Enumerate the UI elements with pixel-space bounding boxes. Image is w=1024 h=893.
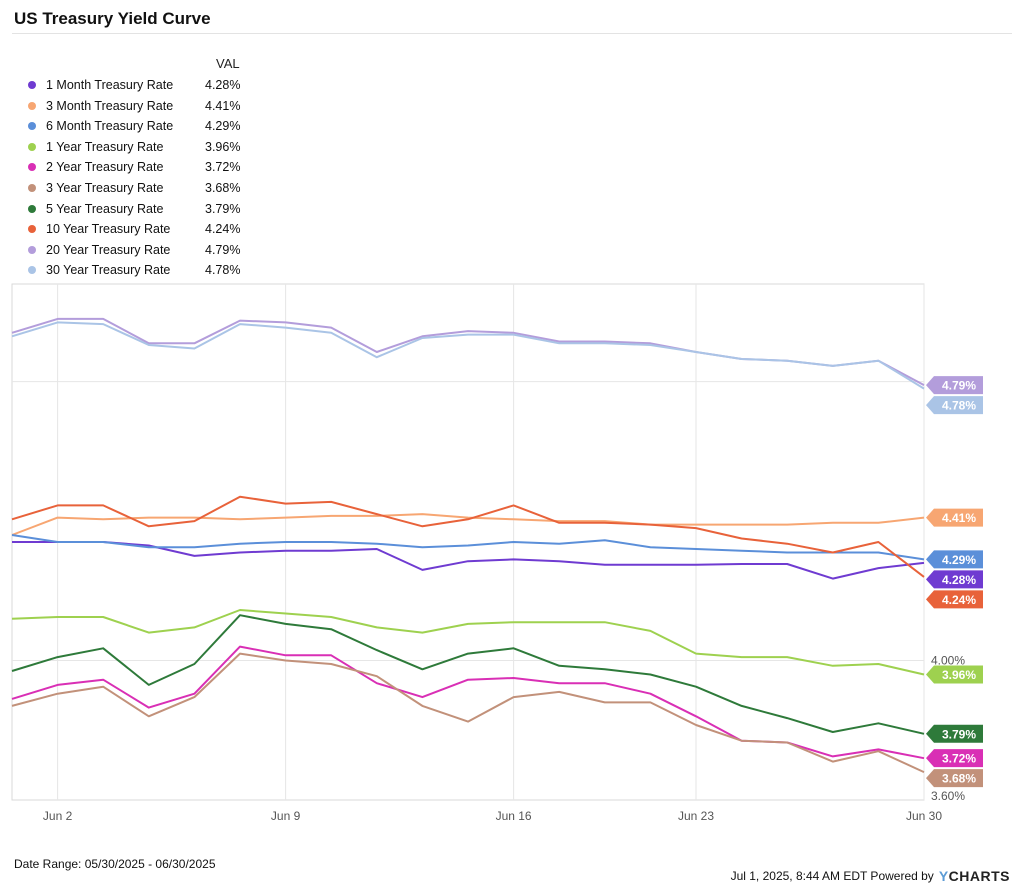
legend-item[interactable]: 10 Year Treasury Rate 4.24% xyxy=(28,219,240,239)
y-tick-label: 4.00% xyxy=(931,654,965,668)
x-tick-label: Jun 30 xyxy=(906,809,942,823)
x-tick-label: Jun 16 xyxy=(496,809,532,823)
legend-dot-icon xyxy=(28,266,36,275)
legend-item[interactable]: 1 Month Treasury Rate 4.28% xyxy=(28,75,240,95)
series-line[interactable] xyxy=(11,609,925,676)
value-badge xyxy=(926,508,983,527)
legend-series-value: 4.24% xyxy=(205,222,241,237)
legend-dot-icon xyxy=(28,81,36,89)
legend-dot-icon xyxy=(28,204,36,213)
series-line[interactable] xyxy=(11,534,925,561)
series-line[interactable] xyxy=(11,513,925,536)
legend-series-name: 2 Year Treasury Rate xyxy=(46,160,164,175)
legend-dot-icon xyxy=(28,245,36,254)
value-badge-label: 4.28% xyxy=(942,573,976,587)
value-badge xyxy=(926,570,983,589)
legend-item[interactable]: 5 Year Treasury Rate 3.79% xyxy=(28,199,240,219)
x-tick-label: Jun 23 xyxy=(678,809,714,823)
legend-series-name: 10 Year Treasury Rate xyxy=(46,222,171,237)
legend-item[interactable]: 3 Month Treasury Rate 4.41% xyxy=(28,96,240,116)
legend-item[interactable]: 6 Month Treasury Rate 4.29% xyxy=(28,116,240,136)
date-range: Date Range: 05/30/2025 - 06/30/2025 xyxy=(14,857,216,871)
legend-series-value: 3.96% xyxy=(205,139,241,154)
value-badge xyxy=(926,396,983,415)
legend-item[interactable]: 20 Year Treasury Rate 4.79% xyxy=(28,240,240,260)
value-badge-label: 4.24% xyxy=(942,593,976,607)
y-tick-label: 3.60% xyxy=(931,789,965,803)
x-tick-label: Jun 2 xyxy=(43,809,73,823)
legend-dot-icon xyxy=(28,101,36,110)
legend-item[interactable]: 2 Year Treasury Rate 3.72% xyxy=(28,157,240,177)
series-line[interactable] xyxy=(11,614,925,735)
legend-series-value: 4.28% xyxy=(205,78,241,92)
legend-dot-icon xyxy=(28,184,36,192)
value-badge-label: 4.78% xyxy=(942,399,976,413)
value-badge xyxy=(926,749,983,768)
series-line[interactable] xyxy=(12,541,925,580)
legend-series-name: 3 Month Treasury Rate xyxy=(46,98,174,113)
value-badge xyxy=(926,769,983,788)
legend-series-name: 6 Month Treasury Rate xyxy=(46,119,174,134)
legend-header: VAL xyxy=(216,56,240,71)
logo-rest: CHARTS xyxy=(948,868,1010,884)
series-line[interactable] xyxy=(11,321,925,390)
chart-title: US Treasury Yield Curve xyxy=(14,9,211,28)
legend-series-value: 3.79% xyxy=(205,201,241,216)
legend-series-value: 3.68% xyxy=(205,181,241,195)
series-line[interactable] xyxy=(11,495,925,578)
series-line[interactable] xyxy=(11,317,925,386)
legend-dot-icon xyxy=(28,122,36,131)
legend-item[interactable]: 3 Year Treasury Rate 3.68% xyxy=(28,178,240,198)
legend-series-value: 4.79% xyxy=(205,242,241,257)
legend-series-name: 3 Year Treasury Rate xyxy=(46,181,164,195)
value-badge xyxy=(926,665,983,684)
timestamp: Jul 1, 2025, 8:44 AM EDT Powered by xyxy=(730,869,934,883)
value-badge xyxy=(926,724,983,743)
legend-series-value: 4.41% xyxy=(205,98,241,113)
footer-credit: Jul 1, 2025, 8:44 AM EDT Powered by YCHA… xyxy=(731,868,1010,884)
value-badge xyxy=(926,590,983,609)
legend-series-value: 3.72% xyxy=(205,160,241,175)
value-badge-label: 4.41% xyxy=(942,511,976,525)
legend-series-name: 20 Year Treasury Rate xyxy=(46,242,171,257)
value-badge-label: 3.72% xyxy=(942,752,976,766)
legend-series-name: 30 Year Treasury Rate xyxy=(46,263,171,278)
title-divider xyxy=(12,33,1012,34)
series-line[interactable] xyxy=(11,652,925,774)
ycharts-logo[interactable]: YCHARTS xyxy=(939,868,1010,884)
legend-dot-icon xyxy=(28,163,36,172)
value-badge xyxy=(926,550,983,569)
legend-series-name: 5 Year Treasury Rate xyxy=(46,201,164,216)
legend-series-name: 1 Year Treasury Rate xyxy=(46,139,164,154)
value-badge-label: 3.96% xyxy=(942,668,976,682)
value-badge-label: 3.79% xyxy=(942,727,976,741)
legend-series-name: 1 Month Treasury Rate xyxy=(46,78,174,92)
x-tick-label: Jun 9 xyxy=(271,809,301,823)
value-badge-label: 4.29% xyxy=(942,553,976,567)
logo-y: Y xyxy=(938,868,949,884)
value-badge-label: 3.68% xyxy=(942,772,976,786)
legend-dot-icon xyxy=(28,225,36,234)
value-badge xyxy=(926,376,983,395)
legend-item[interactable]: 30 Year Treasury Rate 4.78% xyxy=(28,260,240,280)
series-line[interactable] xyxy=(11,645,925,760)
value-badge-label: 4.79% xyxy=(942,379,976,393)
legend-series-value: 4.29% xyxy=(205,119,241,134)
legend-dot-icon xyxy=(28,142,36,151)
legend-item[interactable]: 1 Year Treasury Rate 3.96% xyxy=(28,137,240,157)
legend-series-value: 4.78% xyxy=(205,263,241,278)
